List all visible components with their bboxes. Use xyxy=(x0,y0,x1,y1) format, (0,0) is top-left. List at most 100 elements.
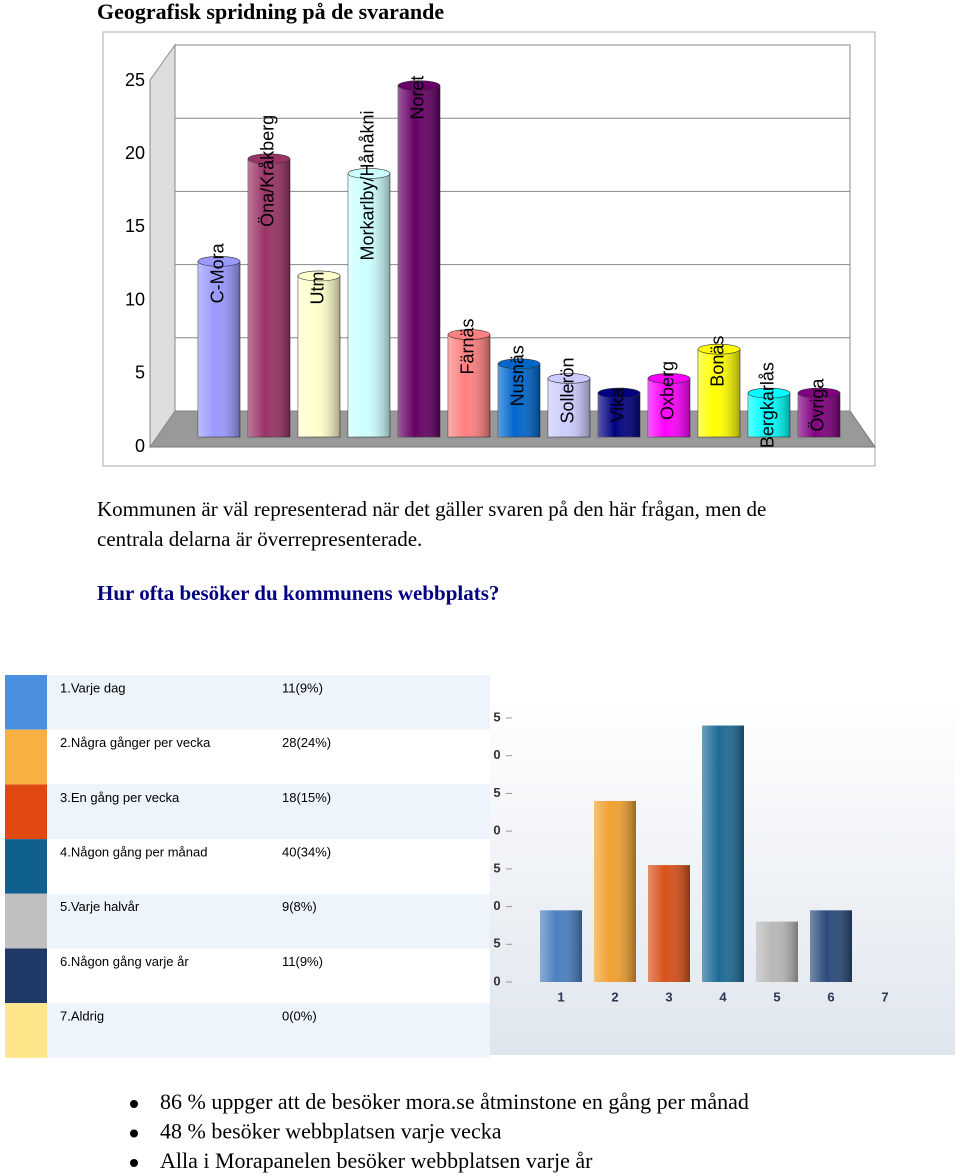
bar xyxy=(597,387,641,438)
row-bg xyxy=(5,839,490,894)
bar-shade xyxy=(748,393,790,437)
y-tick-label: 20 xyxy=(125,143,145,163)
y-tick-label: 25 xyxy=(125,70,145,90)
row-swatch xyxy=(5,839,47,894)
bar-top xyxy=(747,387,791,399)
bar-shade xyxy=(398,85,440,437)
y-tick-label: 5 xyxy=(493,936,500,951)
bar xyxy=(547,373,591,438)
bar-top xyxy=(297,270,341,282)
bar-shade xyxy=(448,334,490,437)
row-swatch xyxy=(5,893,47,949)
bar-label: Morkarlby/Hånåkni xyxy=(358,110,378,260)
bar xyxy=(797,387,841,438)
bar-top xyxy=(347,168,391,179)
row-bg xyxy=(5,893,490,949)
row-label: 4.Någon gång per månad xyxy=(60,845,207,860)
bar-label: Färnäs xyxy=(458,319,478,375)
bar-top xyxy=(697,343,741,355)
bar-label: Noret xyxy=(408,76,428,120)
y-tick-label: 5 xyxy=(493,709,500,724)
bar-label: Övriga xyxy=(808,378,828,432)
y-tick-label: 0 xyxy=(135,436,145,456)
bar-top xyxy=(397,80,441,91)
bar xyxy=(197,256,241,438)
row-label: 1.Varje dag xyxy=(60,680,126,695)
bar-top xyxy=(647,373,691,384)
y-tick-label: 5 xyxy=(493,785,500,800)
bar-shade xyxy=(548,378,590,437)
paragraph-line: Kommunen är väl representerad när det gä… xyxy=(97,497,766,521)
bar-label: Oxberg xyxy=(658,361,678,420)
bullet-text: Alla i Morapanelen besöker webbplatsen v… xyxy=(160,1148,593,1173)
row-label: 2.Några gånger per vecka xyxy=(60,735,211,750)
x-tick-label: 5 xyxy=(773,989,780,1004)
heading: Geografisk spridning på de svarande xyxy=(97,0,444,24)
bar-label: Öna/Kråkberg xyxy=(258,115,278,227)
bar-shade xyxy=(698,349,740,437)
bar-top xyxy=(597,387,641,399)
bar-shade xyxy=(702,725,744,982)
x-tick-label: 2 xyxy=(611,989,618,1004)
row-count: 28(24%) xyxy=(282,735,331,750)
bar xyxy=(497,358,541,438)
y-tick-label: 0 xyxy=(493,973,500,988)
row-label: 3.En gång per vecka xyxy=(60,790,180,805)
x-tick-label: 1 xyxy=(557,989,564,1004)
y-tick-label: 5 xyxy=(135,363,145,383)
bar xyxy=(397,80,441,438)
bar-shade xyxy=(756,921,798,982)
bar-shade xyxy=(648,378,690,437)
row-count: 11(9%) xyxy=(282,954,323,969)
bar-top xyxy=(547,373,591,384)
y-tick-label: 15 xyxy=(125,216,145,236)
side-wall xyxy=(149,43,176,449)
bar-label: Nusnäs xyxy=(508,345,528,406)
y-tick-label: 10 xyxy=(125,289,145,309)
row-bg xyxy=(5,948,490,1004)
bar-shade xyxy=(298,275,340,437)
y-tick-label: 0 xyxy=(493,747,500,762)
row-swatch xyxy=(5,729,47,785)
bar-top xyxy=(497,358,541,370)
bar xyxy=(697,343,741,438)
bar-label: Bergkarlås xyxy=(758,362,778,448)
bar-shade xyxy=(810,910,852,982)
bar-shade xyxy=(598,393,640,437)
row-count: 0(0%) xyxy=(282,1009,317,1024)
row-bg xyxy=(5,1003,490,1058)
bar-label: C-Mora xyxy=(208,242,228,303)
row-label: 6.Någon gång varje år xyxy=(60,954,189,969)
bar-label: Utm xyxy=(308,271,328,304)
bar-shade xyxy=(798,393,840,437)
row-count: 18(15%) xyxy=(282,790,331,805)
row-bg xyxy=(5,784,490,840)
row-swatch xyxy=(5,675,47,730)
bar-shade xyxy=(498,363,540,437)
row-bg xyxy=(5,729,490,785)
bar-shade xyxy=(198,261,240,437)
bar-label: Vika xyxy=(608,387,628,423)
bar xyxy=(247,153,291,438)
bullet-dot xyxy=(130,1159,138,1167)
bar xyxy=(747,387,791,438)
row-label: 5.Varje halvår xyxy=(60,899,140,914)
y-tick-label: 5 xyxy=(493,860,500,875)
y-tick-label: 0 xyxy=(493,898,500,913)
bar-shade xyxy=(594,800,636,982)
paragraph-line: centrala delarna är överrepresenterade. xyxy=(97,527,422,551)
bar xyxy=(347,168,391,438)
row-label: 7.Aldrig xyxy=(60,1009,104,1024)
bullet-text: 86 % uppger att de besöker mora.se åtmin… xyxy=(160,1089,749,1114)
x-tick-label: 3 xyxy=(665,989,672,1004)
bar-top xyxy=(447,329,491,340)
row-swatch xyxy=(5,948,47,1004)
bullet-text: 48 % besöker webbplatsen varje vecka xyxy=(160,1119,502,1144)
bar-top xyxy=(247,153,291,165)
bar-top xyxy=(797,387,841,399)
y-tick-label: 0 xyxy=(493,823,500,838)
bar-label: Bonäs xyxy=(708,336,728,387)
bar-label: Sollerön xyxy=(558,357,578,423)
